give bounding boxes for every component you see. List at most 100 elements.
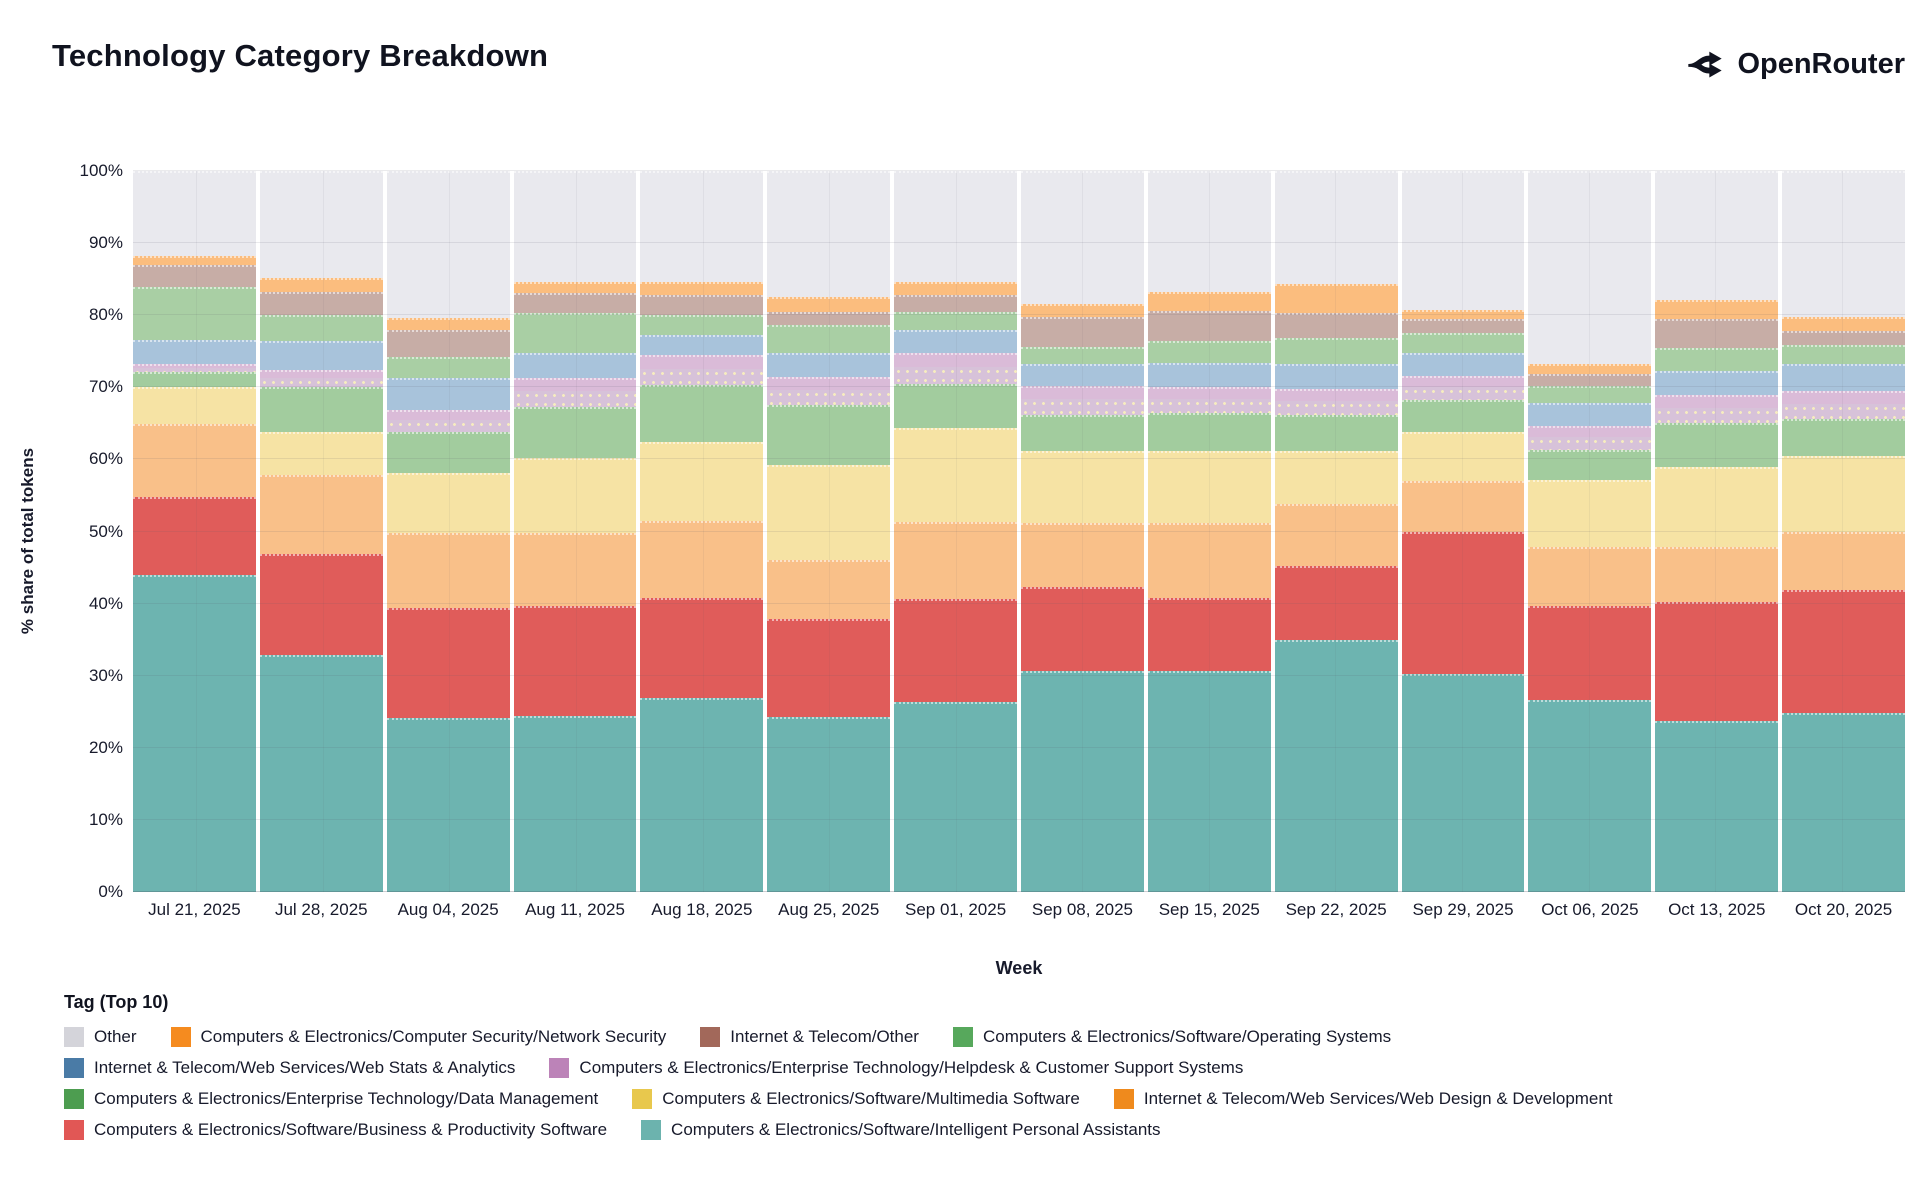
bar-segment-ito[interactable]: [1147, 310, 1271, 342]
bar-segment-dm[interactable]: [513, 406, 637, 458]
bar-segment-ipa[interactable]: [894, 701, 1018, 892]
bar-segment-wdd[interactable]: [767, 560, 891, 619]
bar-segment-dm[interactable]: [1021, 414, 1144, 451]
bar-segment-ipa[interactable]: [1021, 671, 1144, 892]
bar-segment-dm[interactable]: [1147, 413, 1271, 451]
bar-segment-hcss[interactable]: [1782, 390, 1906, 420]
bar-segment-hcss[interactable]: [259, 370, 383, 388]
bar-segment-other[interactable]: [1528, 171, 1652, 365]
bar-segment-ns[interactable]: [259, 277, 383, 293]
bar-segment-bps[interactable]: [1147, 597, 1271, 672]
bar-segment-ns[interactable]: [1274, 284, 1398, 314]
bar-segment-ito[interactable]: [513, 292, 637, 314]
bar-segment-wsa[interactable]: [1147, 362, 1271, 388]
bar-segment-other[interactable]: [1274, 171, 1398, 285]
legend-item-other[interactable]: Other: [64, 1027, 137, 1047]
bar-segment-dm[interactable]: [1655, 422, 1779, 467]
bar-segment-wsa[interactable]: [894, 330, 1018, 354]
bar-segment-wdd[interactable]: [1021, 522, 1144, 588]
bar-segment-other[interactable]: [640, 171, 764, 283]
bar-segment-ns[interactable]: [1147, 292, 1271, 311]
bar-segment-hcss[interactable]: [133, 363, 256, 373]
bar-segment-dm[interactable]: [1274, 414, 1398, 451]
bar-segment-os[interactable]: [513, 313, 637, 354]
bar-segment-mms[interactable]: [386, 473, 510, 533]
bar-segment-os[interactable]: [640, 315, 764, 336]
bar-segment-wdd[interactable]: [1274, 504, 1398, 567]
bar-segment-dm[interactable]: [894, 383, 1018, 429]
bar-segment-wdd[interactable]: [894, 522, 1018, 600]
bar-segment-ipa[interactable]: [133, 574, 256, 892]
bar-segment-bps[interactable]: [1528, 605, 1652, 701]
bar-segment-wsa[interactable]: [1021, 364, 1144, 386]
bar-segment-ito[interactable]: [1528, 374, 1652, 386]
bar-segment-mms[interactable]: [1021, 450, 1144, 523]
bar-segment-other[interactable]: [133, 171, 256, 257]
bar-segment-mms[interactable]: [513, 457, 637, 533]
bar-segment-dm[interactable]: [133, 372, 256, 388]
bar-segment-wdd[interactable]: [259, 475, 383, 554]
bar-segment-bps[interactable]: [1021, 587, 1144, 672]
bar-segment-os[interactable]: [1782, 344, 1906, 365]
bar-segment-wsa[interactable]: [133, 340, 256, 364]
bar-segment-mms[interactable]: [1401, 432, 1525, 482]
legend-item-wdd[interactable]: Internet & Telecom/Web Services/Web Desi…: [1113, 1089, 1613, 1109]
bar-segment-hcss[interactable]: [386, 409, 510, 433]
bar-segment-os[interactable]: [133, 287, 256, 341]
bar-segment-ns[interactable]: [1528, 364, 1652, 375]
bar-segment-bps[interactable]: [513, 605, 637, 717]
bar-segment-mms[interactable]: [1782, 455, 1906, 533]
bar-segment-mms[interactable]: [1655, 466, 1779, 548]
bar-segment-mms[interactable]: [640, 442, 764, 521]
bar-segment-ns[interactable]: [1021, 303, 1144, 317]
bar-segment-other[interactable]: [1782, 171, 1906, 318]
bar-segment-wsa[interactable]: [1782, 364, 1906, 391]
bar-segment-os[interactable]: [1401, 332, 1525, 354]
bar-segment-wdd[interactable]: [640, 520, 764, 598]
bar-segment-ito[interactable]: [1274, 313, 1398, 339]
legend-item-ipa[interactable]: Computers & Electronics/Software/Intelli…: [641, 1120, 1161, 1140]
bar-segment-ns[interactable]: [386, 318, 510, 331]
bar-segment-ito[interactable]: [133, 264, 256, 288]
bar-segment-wsa[interactable]: [640, 335, 764, 355]
bar-segment-os[interactable]: [894, 312, 1018, 331]
bar-segment-other[interactable]: [1401, 171, 1525, 311]
bar-segment-wdd[interactable]: [1401, 481, 1525, 533]
bar-segment-ns[interactable]: [1782, 317, 1906, 332]
bar-segment-ito[interactable]: [640, 295, 764, 316]
bar-segment-wsa[interactable]: [1655, 370, 1779, 396]
bar-segment-other[interactable]: [767, 171, 891, 298]
bar-segment-hcss[interactable]: [1528, 426, 1652, 451]
bar-segment-ito[interactable]: [259, 292, 383, 316]
bar-segment-os[interactable]: [1021, 346, 1144, 365]
bar-segment-hcss[interactable]: [1274, 388, 1398, 415]
legend-item-ns[interactable]: Computers & Electronics/Computer Securit…: [170, 1027, 666, 1047]
bar-segment-wsa[interactable]: [1401, 353, 1525, 376]
bar-segment-mms[interactable]: [1147, 450, 1271, 523]
legend-item-ito[interactable]: Internet & Telecom/Other: [700, 1027, 919, 1047]
bar-segment-bps[interactable]: [386, 607, 510, 719]
bar-segment-other[interactable]: [1655, 171, 1779, 301]
bar-segment-wdd[interactable]: [133, 424, 256, 497]
bar-segment-wdd[interactable]: [386, 532, 510, 608]
bar-segment-hcss[interactable]: [1655, 395, 1779, 424]
bar-segment-wsa[interactable]: [259, 340, 383, 371]
bar-segment-dm[interactable]: [1401, 400, 1525, 433]
bar-segment-hcss[interactable]: [767, 377, 891, 406]
bar-segment-os[interactable]: [1147, 341, 1271, 363]
bar-segment-dm[interactable]: [640, 385, 764, 443]
bar-segment-dm[interactable]: [259, 387, 383, 433]
bar-segment-dm[interactable]: [386, 432, 510, 474]
bar-segment-mms[interactable]: [133, 387, 256, 425]
bar-segment-ipa[interactable]: [1528, 700, 1652, 892]
bar-segment-ipa[interactable]: [1655, 721, 1779, 892]
bar-segment-other[interactable]: [1147, 171, 1271, 293]
bar-segment-os[interactable]: [767, 325, 891, 354]
bar-segment-mms[interactable]: [259, 432, 383, 476]
bar-segment-os[interactable]: [386, 357, 510, 378]
bar-segment-hcss[interactable]: [1021, 385, 1144, 415]
bar-segment-other[interactable]: [513, 171, 637, 283]
bar-segment-os[interactable]: [259, 315, 383, 341]
bar-segment-bps[interactable]: [1401, 532, 1525, 675]
bar-segment-mms[interactable]: [1528, 479, 1652, 547]
